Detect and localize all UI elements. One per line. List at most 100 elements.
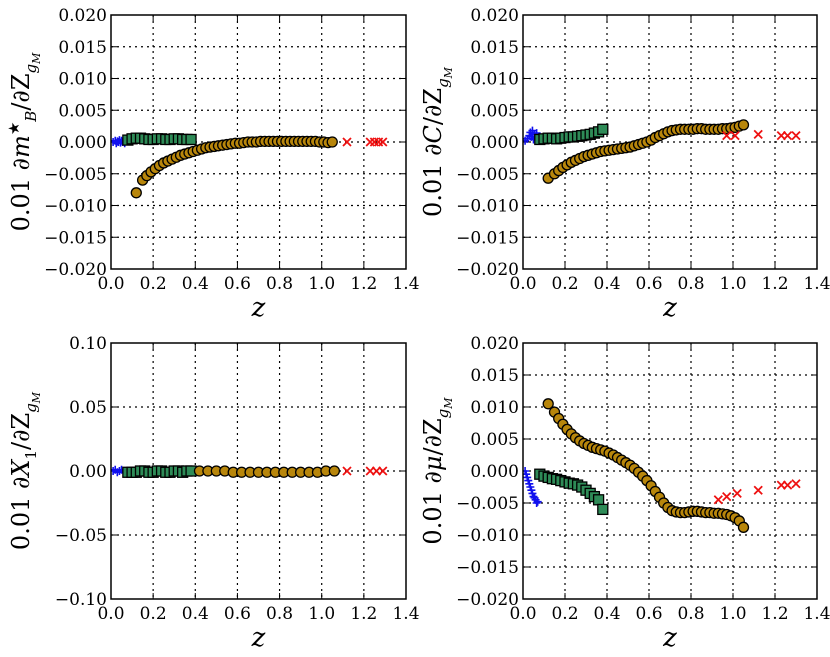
x-tick-label: 0.8 bbox=[266, 604, 293, 624]
data-point-cross bbox=[342, 466, 352, 476]
y-tick-label: −0.10 bbox=[55, 590, 107, 610]
data-marks bbox=[523, 119, 801, 184]
x-tick-label: 0.6 bbox=[224, 274, 251, 294]
data-point-cross bbox=[791, 479, 801, 489]
x-tick-label: 0.2 bbox=[551, 274, 578, 294]
y-tick-label: 0.010 bbox=[470, 70, 519, 90]
data-point-cross bbox=[369, 137, 380, 147]
y-tick-label: −0.020 bbox=[456, 590, 519, 610]
data-point-square bbox=[592, 494, 605, 506]
y-tick-label: 0.000 bbox=[470, 462, 519, 482]
y-tick-label: 0.015 bbox=[58, 38, 107, 58]
data-point-plus bbox=[532, 499, 541, 507]
x-tick-label: 1.2 bbox=[761, 274, 788, 294]
x-tick-label: 0.6 bbox=[635, 274, 662, 294]
x-tick-label: 0.8 bbox=[677, 274, 704, 294]
y-tick-label: 0.005 bbox=[470, 101, 519, 121]
data-point-cross bbox=[782, 131, 793, 141]
svg-text:0.01 ∂X1/∂ZgM: 0.01 ∂X1/∂ZgM bbox=[7, 391, 43, 550]
x-axis-label: z bbox=[662, 293, 677, 323]
y-tick-label: −0.020 bbox=[456, 260, 519, 280]
data-marks bbox=[111, 465, 388, 478]
y-tick-label: 0.015 bbox=[470, 38, 519, 58]
data-point-circle bbox=[542, 398, 554, 410]
y-tick-label: −0.005 bbox=[456, 165, 519, 185]
y-tick-label: 0.000 bbox=[58, 133, 107, 153]
x-tick-label: 0.6 bbox=[635, 604, 662, 624]
y-tick-label: −0.005 bbox=[456, 494, 519, 514]
x-tick-label: 0.4 bbox=[182, 274, 209, 294]
x-axis-label: z bbox=[251, 623, 266, 653]
y-tick-label: −0.015 bbox=[44, 228, 107, 248]
plot-frame bbox=[110, 14, 407, 270]
x-tick-label: 0.0 bbox=[97, 274, 124, 294]
y-axis-label: 0.01 ∂X1/∂ZgM bbox=[7, 391, 43, 550]
x-axis-label: z bbox=[662, 623, 677, 653]
x-tick-label: 0.8 bbox=[266, 274, 293, 294]
x-tick-label: 1.4 bbox=[392, 274, 419, 294]
x-tick-label: 1.0 bbox=[719, 604, 746, 624]
x-tick-label: 1.4 bbox=[803, 604, 830, 624]
data-point-cross bbox=[732, 488, 742, 499]
plot-frame bbox=[522, 14, 818, 270]
x-tick-label: 1.4 bbox=[803, 274, 830, 294]
data-point-circle bbox=[130, 187, 142, 199]
y-tick-label: −0.015 bbox=[456, 558, 519, 578]
plot-frame bbox=[522, 342, 818, 600]
data-point-cross bbox=[378, 137, 388, 147]
plot-frame bbox=[110, 342, 407, 600]
y-axis-label: 0.01 ∂m★B/∂ZgM bbox=[5, 52, 43, 232]
chart-panel-4: 0.0 0.2 0.4 0.6 0.8 1.0 1.2 1.4 0.020 0.015 0.010 0… bbox=[419, 334, 830, 653]
data-point-cross bbox=[378, 466, 388, 476]
data-marks bbox=[111, 132, 388, 199]
y-tick-label: 0.000 bbox=[470, 133, 519, 153]
x-tick-label: 0.4 bbox=[182, 604, 209, 624]
x-tick-label: 1.0 bbox=[308, 274, 335, 294]
chart-panel-1: 0.0 0.2 0.4 0.6 0.8 1.0 1.2 1.4 0.020 0.015 0.010 0… bbox=[5, 6, 420, 323]
data-point-cross bbox=[722, 491, 732, 502]
data-point-cross bbox=[342, 137, 352, 147]
chart-panel-2: 0.0 0.2 0.4 0.6 0.8 1.0 1.2 1.4 0.020 0.015 0.010 0… bbox=[419, 6, 830, 323]
x-tick-label: 1.2 bbox=[350, 604, 377, 624]
svg-text:0.01 ∂C/∂ZgM: 0.01 ∂C/∂ZgM bbox=[419, 66, 455, 217]
y-tick-label: 0.020 bbox=[470, 334, 519, 354]
x-tick-label: 0.0 bbox=[97, 604, 124, 624]
x-tick-label: 0.4 bbox=[593, 604, 620, 624]
y-tick-label: −0.015 bbox=[456, 228, 519, 248]
data-point-square bbox=[597, 503, 609, 516]
y-axis-label: 0.01 ∂C/∂ZgM bbox=[419, 66, 455, 217]
y-tick-label: 0.010 bbox=[58, 70, 107, 90]
x-tick-label: 1.0 bbox=[719, 274, 746, 294]
y-tick-label: −0.05 bbox=[55, 526, 107, 546]
y-tick-label: −0.005 bbox=[44, 165, 107, 185]
x-tick-label: 0.2 bbox=[551, 604, 578, 624]
x-tick-label: 1.0 bbox=[308, 604, 335, 624]
x-tick-label: 0.8 bbox=[677, 604, 704, 624]
x-tick-label: 0.2 bbox=[140, 274, 167, 294]
svg-text:0.01 ∂m★B/∂ZgM: 0.01 ∂m★B/∂ZgM bbox=[5, 52, 43, 232]
data-point-cross bbox=[753, 129, 763, 140]
y-tick-label: −0.010 bbox=[44, 197, 107, 217]
x-tick-label: 1.2 bbox=[350, 274, 377, 294]
data-point-cross bbox=[713, 495, 723, 505]
data-point-cross bbox=[782, 480, 793, 490]
y-axis-label: 0.01 ∂μ/∂ZgM bbox=[419, 397, 455, 545]
y-tick-label: 0.015 bbox=[470, 366, 519, 386]
data-point-cross bbox=[791, 131, 801, 141]
data-point-cross bbox=[722, 131, 732, 141]
data-marks bbox=[523, 398, 801, 533]
data-point-circle bbox=[326, 136, 338, 148]
svg-text:0.01 ∂μ/∂ZgM: 0.01 ∂μ/∂ZgM bbox=[419, 397, 455, 545]
data-point-cross bbox=[365, 137, 375, 147]
y-tick-label: 0.005 bbox=[58, 101, 107, 121]
x-tick-label: 1.2 bbox=[761, 604, 788, 624]
y-tick-label: −0.010 bbox=[456, 197, 519, 217]
y-tick-label: −0.010 bbox=[456, 526, 519, 546]
x-axis-label: z bbox=[251, 293, 266, 323]
x-tick-label: 0.0 bbox=[509, 274, 536, 294]
x-tick-label: 0.6 bbox=[224, 604, 251, 624]
x-tick-label: 0.4 bbox=[593, 274, 620, 294]
y-tick-label: −0.020 bbox=[44, 260, 107, 280]
y-tick-label: 0.05 bbox=[69, 398, 107, 418]
